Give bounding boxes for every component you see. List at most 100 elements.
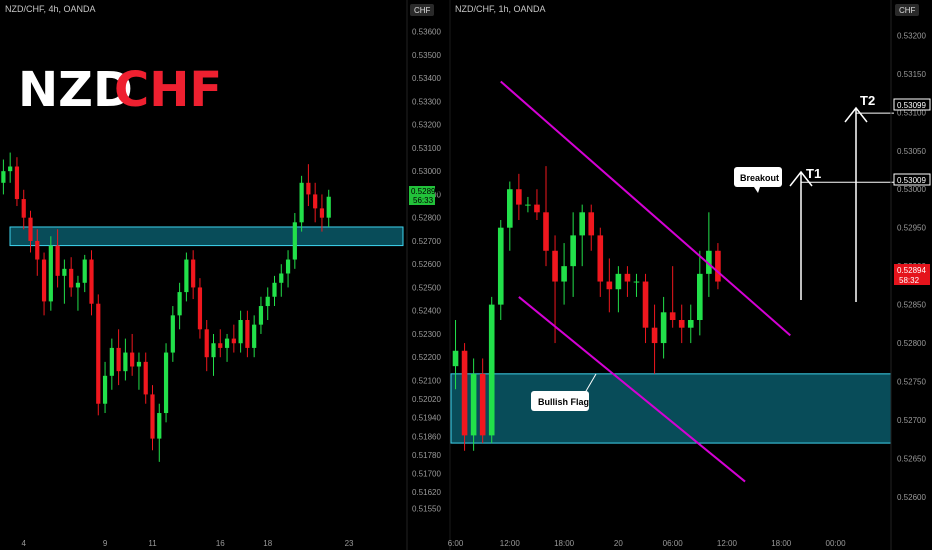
- x-tick-label: 20: [614, 539, 623, 548]
- left-x-axis: 4 9 11 16 18 23: [21, 539, 354, 548]
- y-tick-label: 0.52500: [412, 283, 441, 292]
- y-tick-label: 0.52800: [412, 214, 441, 223]
- candle-body: [265, 296, 270, 307]
- x-tick-label: 23: [345, 539, 354, 548]
- candle-body: [669, 312, 676, 320]
- left-last-price-badge: [409, 186, 435, 205]
- x-tick-label: 18: [263, 539, 272, 548]
- right-candles: [452, 166, 721, 451]
- right-chart-title: NZD/CHF, 1h, OANDA: [455, 4, 546, 14]
- candle-body: [633, 281, 640, 283]
- candle-body: [552, 250, 558, 282]
- t2-label: T2: [860, 93, 875, 108]
- candle-body: [55, 245, 60, 276]
- y-tick-label: 0.53050: [897, 147, 926, 156]
- y-tick-label: 0.53100: [897, 108, 926, 117]
- candle-body: [525, 204, 531, 206]
- candle-body: [326, 196, 331, 218]
- candle-body: [150, 394, 155, 439]
- y-tick-label: 0.52400: [412, 307, 441, 316]
- logo-part-chf: CHF: [114, 62, 222, 118]
- candle-body: [279, 273, 284, 283]
- candle-body: [588, 212, 595, 236]
- candle-body: [75, 282, 81, 288]
- y-tick-label: 0.53500: [412, 51, 441, 60]
- y-tick-label: 0.53600: [412, 28, 441, 37]
- left-chart-title: NZD/CHF, 4h, OANDA: [5, 4, 96, 14]
- candle-body: [461, 350, 468, 436]
- candle-body: [130, 352, 135, 367]
- candle-body: [143, 361, 148, 395]
- y-tick-label: 0.53200: [897, 31, 926, 40]
- y-tick-label: 0.51700: [412, 469, 441, 478]
- candle-body: [606, 281, 613, 290]
- right-currency-badge: [895, 4, 919, 16]
- candle-body: [687, 320, 694, 328]
- left-price-zone: [9, 226, 404, 247]
- y-tick-label: 0.52100: [412, 376, 441, 385]
- candle-body: [28, 217, 33, 241]
- candle-body: [96, 303, 101, 404]
- t1-level-tag: 0.53009: [893, 173, 931, 186]
- logo: NZD CHF: [18, 62, 222, 118]
- x-tick-label: 06:00: [663, 539, 684, 548]
- y-tick-label: 0.53400: [412, 74, 441, 83]
- right-price-zone: [450, 373, 892, 444]
- candle-body: [48, 245, 53, 302]
- bullish-flag-callout: Bullish Flag: [531, 373, 597, 411]
- y-tick-label: 0.53000: [412, 167, 441, 176]
- x-tick-label: 18:00: [554, 539, 575, 548]
- y-tick-label: 0.52300: [412, 330, 441, 339]
- candle-body: [543, 212, 549, 251]
- y-tick-label: 0.53200: [412, 121, 441, 130]
- candle-body: [561, 266, 567, 282]
- candle-body: [624, 273, 631, 282]
- x-tick-label: 12:00: [500, 539, 521, 548]
- candle-body: [41, 259, 47, 302]
- candle-body: [697, 273, 703, 320]
- candle-body: [231, 338, 236, 344]
- candle-body: [570, 235, 576, 267]
- candle-body: [163, 352, 169, 414]
- x-tick-label: 6:00: [448, 539, 464, 548]
- x-tick-label: 00:00: [826, 539, 847, 548]
- y-tick-label: 0.52650: [897, 454, 926, 463]
- candle-body: [89, 259, 94, 304]
- candle-body: [109, 347, 114, 376]
- t1-level-value: 0.53009: [897, 176, 926, 185]
- candle-body: [452, 350, 459, 367]
- candle-body: [479, 373, 486, 436]
- t1-label: T1: [806, 166, 821, 181]
- candle-body: [136, 361, 142, 367]
- y-tick-label: 0.52600: [897, 493, 926, 502]
- y-tick-label: 0.53300: [412, 97, 441, 106]
- breakout-label: Breakout: [740, 173, 779, 183]
- y-tick-label: 0.51940: [412, 414, 441, 423]
- candle-body: [184, 259, 189, 293]
- right-chart-panel: NZD/CHF, 1h, OANDA T1 T2 Breakout Bullis…: [448, 0, 931, 550]
- candle-body: [123, 352, 128, 372]
- t1-arrow: [789, 170, 813, 300]
- y-tick-label: 0.51620: [412, 488, 441, 497]
- left-candles: [1, 152, 331, 462]
- candle-body: [516, 189, 522, 205]
- candle-body: [252, 324, 257, 348]
- y-tick-label: 0.52950: [897, 224, 926, 233]
- candle-body: [534, 204, 540, 213]
- candle-body: [116, 347, 121, 372]
- candle-body: [660, 312, 667, 344]
- logo-part-nzd: NZD: [18, 62, 133, 118]
- x-tick-label: 12:00: [717, 539, 738, 548]
- candle-body: [14, 166, 20, 200]
- candle-body: [82, 259, 87, 283]
- left-currency-badge: [410, 4, 434, 16]
- candle-body: [21, 199, 26, 218]
- x-tick-label: 11: [148, 539, 157, 548]
- candle-body: [579, 212, 585, 236]
- y-tick-label: 0.51860: [412, 432, 441, 441]
- right-x-axis: 6:00 12:00 18:00 20 06:00 12:00 18:00 00:00: [448, 539, 846, 548]
- candle-body: [102, 375, 108, 404]
- y-tick-label: 0.52700: [412, 237, 441, 246]
- breakout-callout: Breakout: [734, 167, 782, 193]
